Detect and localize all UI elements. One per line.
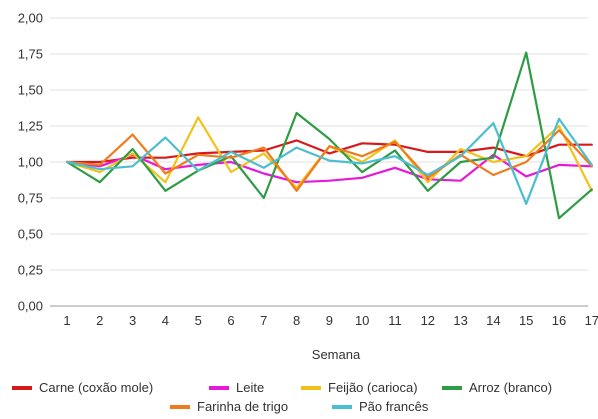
legend-label: Feijão (carioca) <box>328 380 418 395</box>
y-tick-label: 0,25 <box>18 263 43 278</box>
series-line <box>65 51 593 220</box>
y-tick-label: 0,50 <box>18 227 43 242</box>
legend-label: Arroz (branco) <box>469 380 552 395</box>
legend-label: Farinha de trigo <box>197 399 288 414</box>
series-layer <box>65 51 593 220</box>
x-tick-label: 5 <box>195 313 202 328</box>
series-line <box>65 129 593 192</box>
y-tick-label: 1,75 <box>18 47 43 62</box>
legend-label: Carne (coxão mole) <box>39 380 153 395</box>
y-tick-label: 1,00 <box>18 155 43 170</box>
legend-label: Leite <box>236 380 264 395</box>
x-tick-label: 11 <box>388 313 402 328</box>
x-tick-label: 3 <box>129 313 136 328</box>
y-tick-label: 1,50 <box>18 83 43 98</box>
x-axis-title: Semana <box>312 347 361 362</box>
x-axis-ticks: 1 2 3 4 5 6 7 8 9 10 11 12 13 14 15 16 17 <box>63 313 598 328</box>
series-line <box>65 117 593 205</box>
x-tick-label: 6 <box>227 313 234 328</box>
x-tick-label: 9 <box>326 313 333 328</box>
x-tick-label: 8 <box>293 313 300 328</box>
x-tick-label: 1 <box>63 313 70 328</box>
x-tick-label: 16 <box>552 313 566 328</box>
x-tick-label: 7 <box>260 313 267 328</box>
x-tick-label: 15 <box>519 313 533 328</box>
x-tick-label: 13 <box>453 313 467 328</box>
legend: Carne (coxão mole) Leite Feijão (carioca) A… <box>12 380 552 414</box>
y-axis-ticks: 0,00 0,25 0,50 0,75 1,00 1,25 1,50 1,75 2,00 <box>18 11 43 314</box>
x-tick-label: 10 <box>355 313 369 328</box>
y-tick-label: 0,75 <box>18 191 43 206</box>
series-line <box>65 153 593 184</box>
x-tick-label: 14 <box>486 313 500 328</box>
x-tick-label: 2 <box>96 313 103 328</box>
y-tick-label: 2,00 <box>18 11 43 26</box>
y-tick-label: 0,00 <box>18 299 43 314</box>
x-tick-label: 12 <box>421 313 435 328</box>
x-tick-label: 17 <box>585 313 598 328</box>
x-tick-label: 4 <box>162 313 169 328</box>
legend-label: Pão francês <box>359 399 429 414</box>
y-tick-label: 1,25 <box>18 119 43 134</box>
